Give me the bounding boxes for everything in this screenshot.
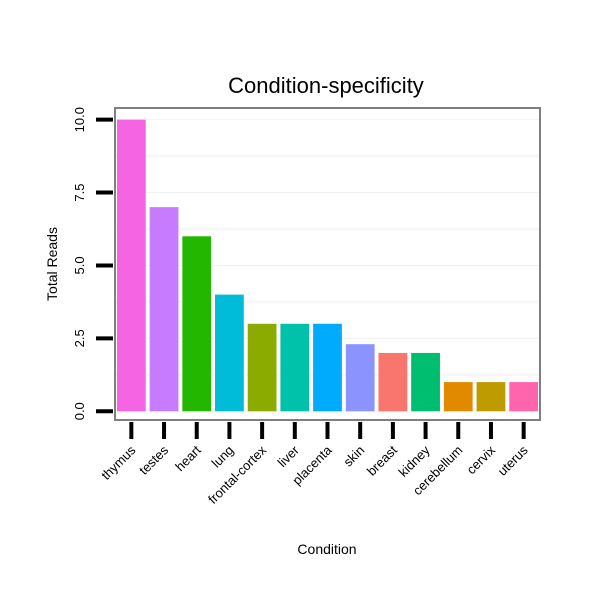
bar-frontal-cortex (247, 323, 277, 412)
x-tick-label-skin: skin (340, 443, 367, 470)
bar-breast (378, 352, 408, 412)
x-tick-label-thymus: thymus (98, 442, 139, 483)
y-axis-label: Total Reads (44, 227, 60, 301)
bar-testes (149, 207, 179, 412)
x-tick-label-testes: testes (136, 442, 171, 477)
x-tick-label-frontal-cortex: frontal-cortex (205, 442, 270, 507)
y-axis: 0.0 2.5 5.0 7.5 10.0 (72, 107, 113, 420)
plot-border (114, 107, 541, 421)
bar-liver (280, 323, 310, 412)
y-tick-label: 5.0 (72, 256, 87, 274)
y-tick-label: 0.0 (72, 402, 87, 420)
bar-lung (215, 294, 244, 412)
x-tick-label-heart: heart (172, 442, 204, 474)
bar-uterus (509, 382, 539, 412)
x-tick-label-breast: breast (364, 442, 400, 478)
bar-placenta (313, 323, 342, 412)
x-axis-label: Condition (297, 541, 356, 557)
bar-kidney (411, 352, 440, 412)
chart-title: Condition-specificity (228, 73, 424, 98)
x-tick-label-liver: liver (274, 442, 302, 470)
bar-skin (345, 344, 375, 412)
y-tick-label: 2.5 (72, 329, 87, 347)
bar-heart (182, 236, 212, 412)
bar-cerebellum (443, 382, 473, 412)
x-tick-label-uterus: uterus (495, 442, 532, 479)
bar-thymus (116, 119, 146, 412)
y-tick-label: 7.5 (72, 184, 87, 202)
bar-cervix (476, 382, 506, 412)
x-tick-label-lung: lung (209, 443, 237, 471)
y-tick-label: 10.0 (72, 107, 87, 132)
bars (116, 119, 539, 412)
x-tick-label-cervix: cervix (463, 442, 498, 477)
